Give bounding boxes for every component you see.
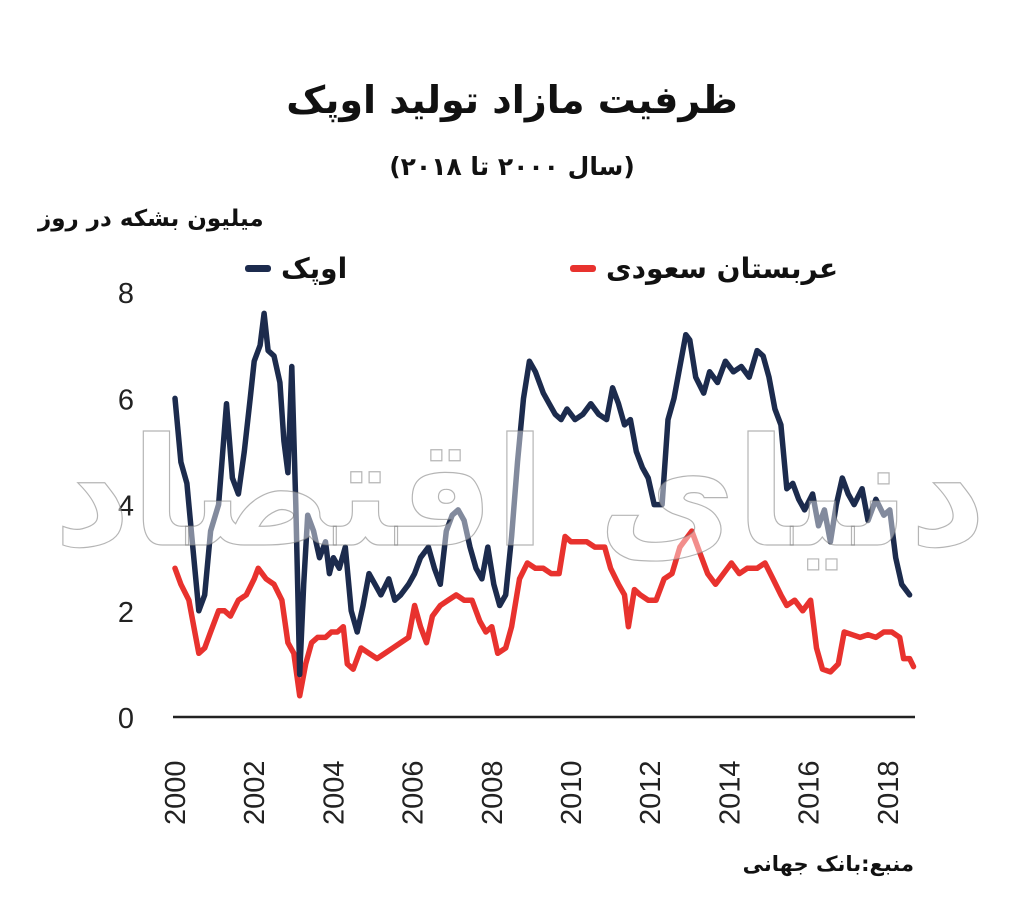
legend-label-saudi: عربستان سعودی (606, 252, 839, 285)
watermark-text: دنیای اقتصاد (54, 407, 987, 581)
legend-item-saudi: عربستان سعودی (570, 252, 838, 285)
x-tick-label: 2004 (318, 760, 350, 825)
legend-swatch-opec-icon (245, 265, 271, 272)
x-tick-label: 2016 (794, 760, 826, 825)
x-axis-ticks: 2000 2002 2004 2006 2008 2010 2012 2014 2016 2018 (160, 760, 905, 825)
y-tick-label: 2 (118, 597, 134, 629)
x-tick-label: 2008 (477, 760, 509, 825)
y-tick-label: 6 (118, 384, 134, 416)
chart-subtitle: (سال ۲۰۰۰ تا ۲۰۱۸) (389, 152, 635, 181)
source-note: منبع:بانک جهانی (742, 852, 914, 876)
y-tick-label: 8 (118, 278, 134, 310)
y-tick-label: 0 (118, 703, 134, 735)
y-axis-unit-label: میلیون بشکه در روز (38, 206, 264, 232)
x-tick-label: 2000 (160, 760, 192, 825)
legend-swatch-saudi-icon (570, 265, 596, 272)
series-line-opec (172, 310, 913, 678)
x-tick-label: 2006 (398, 760, 430, 825)
y-axis-ticks: 0 2 4 6 8 (118, 278, 134, 735)
legend-item-opec: اوپک (245, 252, 347, 285)
y-tick-label: 4 (118, 491, 134, 523)
x-tick-label: 2018 (873, 760, 905, 825)
x-tick-label: 2010 (556, 760, 588, 825)
series-line-saudi (172, 528, 917, 699)
legend-label-opec: اوپک (281, 252, 348, 285)
x-tick-label: 2012 (635, 760, 667, 825)
chart-title: ظرفیت مازاد تولید اوپک (286, 78, 738, 122)
x-tick-label: 2014 (714, 760, 746, 825)
x-tick-label: 2002 (239, 760, 271, 825)
